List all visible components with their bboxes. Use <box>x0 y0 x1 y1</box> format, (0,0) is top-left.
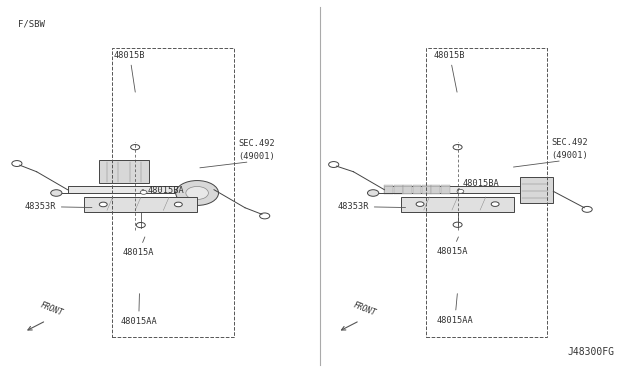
Circle shape <box>136 222 145 228</box>
Circle shape <box>131 145 140 150</box>
Bar <box>385 186 531 193</box>
Bar <box>84 197 197 212</box>
Circle shape <box>51 190 62 196</box>
Circle shape <box>582 206 592 212</box>
Circle shape <box>457 189 464 193</box>
Text: FRONT: FRONT <box>352 301 378 318</box>
Text: 48015A: 48015A <box>436 237 468 256</box>
Circle shape <box>99 202 107 207</box>
Circle shape <box>492 202 499 206</box>
Bar <box>99 160 149 183</box>
Text: 48015A: 48015A <box>123 237 154 257</box>
Text: 48015B: 48015B <box>434 51 465 92</box>
Text: (49001): (49001) <box>238 152 275 161</box>
Circle shape <box>175 202 182 207</box>
Text: 48015AA: 48015AA <box>436 294 473 324</box>
Circle shape <box>186 186 209 199</box>
Text: 48015BA: 48015BA <box>147 186 184 195</box>
Circle shape <box>453 145 462 150</box>
Text: 48015B: 48015B <box>114 51 145 92</box>
Text: 48353R: 48353R <box>24 202 92 211</box>
Bar <box>441 186 450 194</box>
Circle shape <box>140 190 147 194</box>
Bar <box>413 186 422 194</box>
Bar <box>431 186 440 194</box>
Circle shape <box>328 161 339 167</box>
Text: F/SBW: F/SBW <box>18 19 45 28</box>
Circle shape <box>453 222 462 227</box>
Circle shape <box>260 213 270 219</box>
Text: 48353R: 48353R <box>337 202 406 211</box>
Bar <box>394 186 403 194</box>
Text: SEC.492: SEC.492 <box>238 139 275 148</box>
Text: 48015AA: 48015AA <box>120 294 157 326</box>
Text: (49001): (49001) <box>552 151 588 160</box>
Bar <box>403 186 412 194</box>
Bar <box>520 177 554 203</box>
Circle shape <box>416 202 424 206</box>
Bar <box>422 186 431 194</box>
Bar <box>68 186 214 193</box>
Text: 48015BA: 48015BA <box>462 179 499 188</box>
Text: FRONT: FRONT <box>38 301 64 318</box>
Circle shape <box>367 190 379 196</box>
Text: J48300FG: J48300FG <box>568 347 614 357</box>
Bar <box>385 186 393 194</box>
Bar <box>401 197 514 212</box>
Circle shape <box>12 161 22 167</box>
Text: SEC.492: SEC.492 <box>552 138 588 147</box>
Circle shape <box>176 180 218 205</box>
